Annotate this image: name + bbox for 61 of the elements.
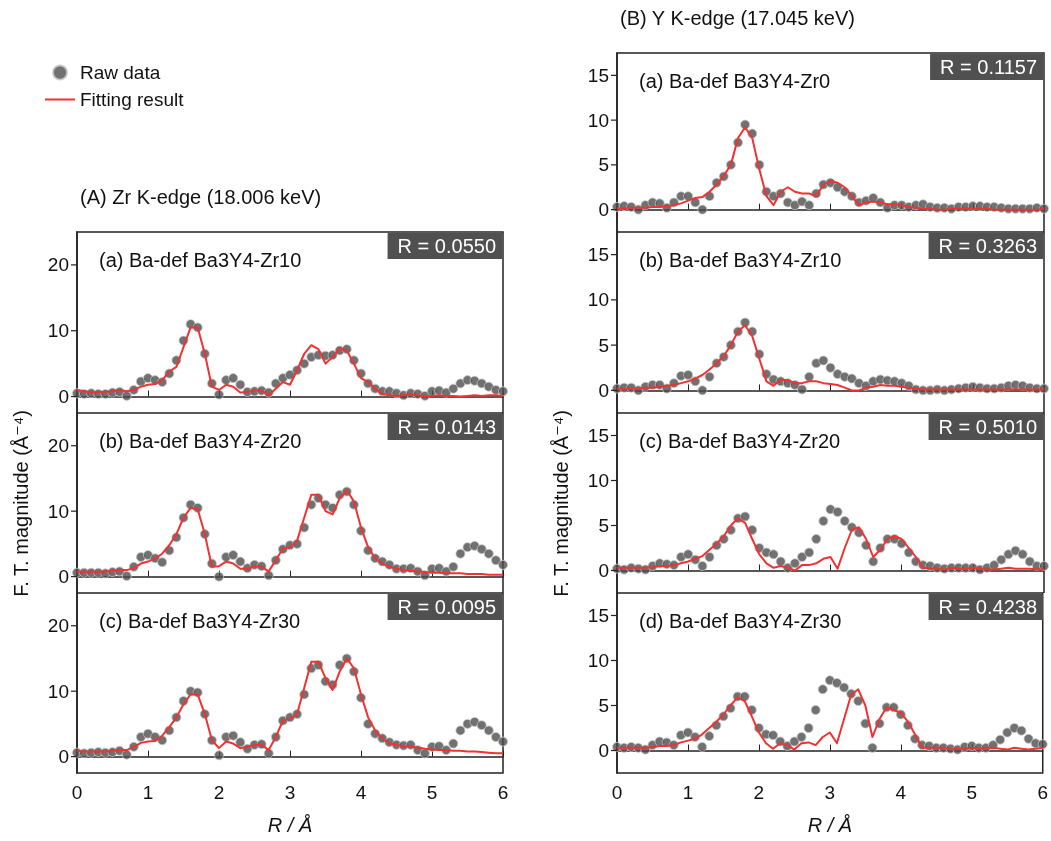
x-axis-title: R / Å xyxy=(807,814,853,836)
annotation: (c) Ba-def Ba3Y4-Zr30 xyxy=(99,610,301,632)
x-tick-label: 1 xyxy=(682,782,694,803)
annotation: (d) Ba-def Ba3Y4-Zr30 xyxy=(639,610,842,632)
y-tick-label: 15 xyxy=(587,244,609,266)
y-tick-label: 10 xyxy=(587,470,609,491)
y-tick-label: 10 xyxy=(47,500,69,522)
y-tick-label: 0 xyxy=(598,199,609,221)
annotation: R = 0.0095 xyxy=(397,596,497,618)
y-tick-label: 0 xyxy=(598,740,609,761)
y-tick-label: 10 xyxy=(587,109,609,131)
annotation: R = 0.4238 xyxy=(938,596,1038,618)
y-tick-label: 10 xyxy=(587,289,609,311)
y-axis-title: F. T. magnitude (Å⁻⁴) xyxy=(9,409,33,597)
y-tick-label: 0 xyxy=(58,386,69,408)
y-tick-label: 5 xyxy=(598,154,609,176)
x-tick-label: 6 xyxy=(1037,782,1049,803)
legend-label: Raw data xyxy=(80,62,161,83)
x-tick-label: 4 xyxy=(355,782,367,803)
y-tick-label: 15 xyxy=(587,64,609,86)
annotation: R = 0.0143 xyxy=(397,416,497,438)
x-tick-label: 5 xyxy=(966,782,978,803)
x-tick-label: 2 xyxy=(753,782,765,803)
y-tick-label: 5 xyxy=(598,334,609,356)
annotation: (b) Ba-def Ba3Y4-Zr20 xyxy=(99,430,302,452)
x-tick-label: 4 xyxy=(895,782,907,803)
annotation: (a) Ba-def Ba3Y4-Zr0 xyxy=(639,70,831,92)
y-tick-label: 10 xyxy=(587,650,609,671)
x-tick-label: 0 xyxy=(71,782,83,803)
annotation: R = 0.3263 xyxy=(938,235,1038,257)
y-tick-label: 0 xyxy=(58,746,69,768)
chart-title: (B) Y K-edge (17.045 keV) xyxy=(620,7,855,29)
x-axis-title: R / Å xyxy=(267,814,313,836)
y-axis-title: F. T. magnitude (Å⁻⁴) xyxy=(549,409,573,597)
y-tick-label: 0 xyxy=(58,566,69,588)
y-tick-label: 0 xyxy=(598,560,609,581)
y-tick-label: 10 xyxy=(47,680,69,702)
legend-label: Fitting result xyxy=(80,89,185,110)
y-tick-label: 0 xyxy=(598,379,609,401)
y-tick-label: 20 xyxy=(47,615,69,637)
annotation: R = 0.5010 xyxy=(938,416,1038,438)
x-tick-label: 2 xyxy=(213,782,225,803)
annotation: (a) Ba-def Ba3Y4-Zr10 xyxy=(99,249,302,271)
y-tick-label: 5 xyxy=(598,695,609,716)
x-tick-label: 3 xyxy=(284,782,296,803)
x-tick-label: 6 xyxy=(497,782,509,803)
y-tick-label: 15 xyxy=(587,425,609,446)
y-tick-label: 15 xyxy=(587,605,609,626)
annotation: (c) Ba-def Ba3Y4-Zr20 xyxy=(639,430,841,452)
y-tick-label: 5 xyxy=(598,515,609,536)
annotation: R = 0.0550 xyxy=(397,235,497,257)
x-tick-label: 1 xyxy=(142,782,154,803)
x-tick-label: 3 xyxy=(824,782,836,803)
x-tick-label: 5 xyxy=(426,782,438,803)
y-tick-label: 20 xyxy=(47,254,69,276)
annotation: (b) Ba-def Ba3Y4-Zr10 xyxy=(639,249,842,271)
x-tick-label: 0 xyxy=(611,782,623,803)
y-tick-label: 10 xyxy=(47,320,69,342)
annotation: R = 0.1157 xyxy=(940,56,1038,78)
y-tick-label: 20 xyxy=(47,435,69,457)
chart-title: (A) Zr K-edge (18.006 keV) xyxy=(80,186,322,208)
